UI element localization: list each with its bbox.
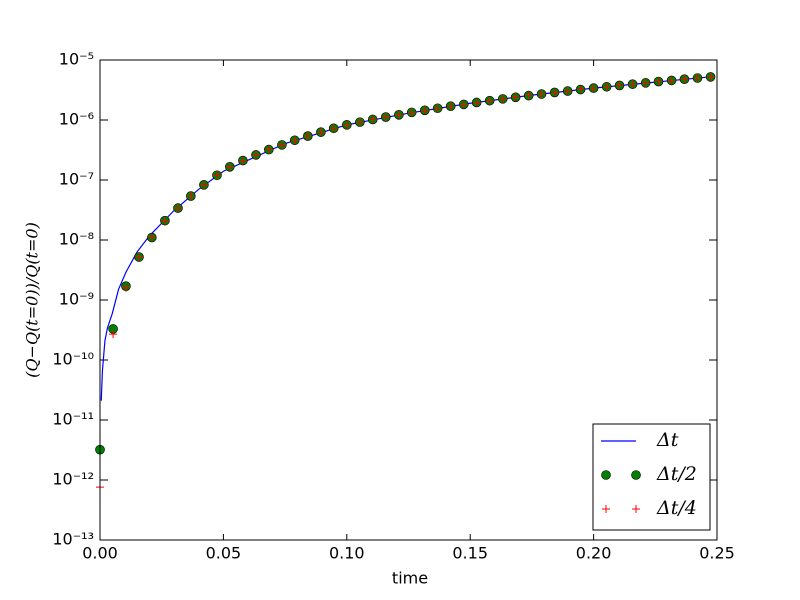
- plus-marker: [524, 91, 533, 100]
- plus-marker: [238, 156, 247, 165]
- plus-marker: [602, 82, 611, 91]
- x-tick-label: 0.10: [329, 544, 365, 563]
- plus-marker: [251, 150, 260, 159]
- y-tick-label: 10⁻¹⁰: [52, 350, 94, 369]
- plus-marker: [706, 72, 715, 81]
- x-tick-label: 0.15: [452, 544, 488, 563]
- plus-marker: [264, 145, 273, 154]
- plus-marker: [632, 505, 640, 513]
- y-tick-label: 10⁻⁵: [59, 50, 94, 69]
- plus-marker: [589, 84, 598, 93]
- plus-marker: [316, 128, 325, 137]
- plus-marker: [420, 106, 429, 115]
- plot-frame: [99, 59, 718, 541]
- plus-marker: [563, 87, 572, 96]
- plus-marker: [121, 283, 130, 292]
- y-tick-label: 10⁻⁹: [59, 290, 94, 309]
- plus-marker: [173, 204, 182, 213]
- plus-marker: [381, 113, 390, 122]
- plus-marker: [667, 76, 676, 85]
- plus-marker: [654, 77, 663, 86]
- plus-marker: [459, 100, 468, 109]
- legend-box: [592, 423, 711, 531]
- plus-marker: [290, 136, 299, 145]
- plus-marker: [225, 162, 234, 171]
- plus-marker: [368, 115, 377, 124]
- plus-marker: [109, 330, 118, 339]
- x-tick-label: 0.00: [82, 544, 118, 563]
- legend: Δt Δt/2 Δt/4: [592, 423, 711, 531]
- x-tick-label: 0.05: [206, 544, 242, 563]
- plus-marker: [576, 85, 585, 94]
- legend-label: Δt/4: [656, 497, 697, 519]
- y-tick-label: 10⁻¹²: [52, 470, 94, 489]
- plus-marker: [394, 110, 403, 119]
- plus-marker: [550, 88, 559, 97]
- plus-marker: [433, 104, 442, 113]
- plus-marker: [342, 120, 351, 129]
- plus-marker: [446, 102, 455, 111]
- plus-marker: [537, 90, 546, 99]
- plus-marker: [602, 505, 610, 513]
- plus-marker: [134, 253, 143, 262]
- plus-marker: [355, 118, 364, 127]
- x-tick-label: 0.20: [576, 544, 612, 563]
- y-tick-label: 10⁻⁷: [59, 170, 94, 189]
- legend-label: Δt/2: [656, 463, 697, 485]
- y-tick-label: 10⁻¹¹: [52, 410, 94, 429]
- plus-marker: [511, 93, 520, 102]
- plus-marker: [485, 96, 494, 105]
- plus-marker: [693, 74, 702, 83]
- plus-marker: [407, 108, 416, 117]
- y-tick-label: 10⁻¹³: [52, 530, 94, 549]
- plus-marker: [147, 233, 156, 242]
- plus-marker: [160, 216, 169, 225]
- series: [96, 72, 715, 492]
- plus-marker: [680, 75, 689, 84]
- plus-marker: [615, 81, 624, 90]
- plus-marker: [472, 98, 481, 107]
- plus-marker: [212, 171, 221, 180]
- plus-marker: [303, 132, 312, 141]
- plus-marker: [329, 124, 338, 133]
- legend-label: Δt: [656, 429, 679, 451]
- x-tick-label: 0.25: [699, 544, 735, 563]
- y-axis-label: (Q−Q(t=0))/Q(t=0): [23, 222, 42, 378]
- plus-marker: [199, 180, 208, 189]
- plus-marker: [186, 192, 195, 201]
- plus-marker: [277, 140, 286, 149]
- legend-marker: [631, 470, 641, 480]
- plus-marker: [628, 80, 637, 89]
- plus-marker: [498, 94, 507, 103]
- plus-marker: [641, 78, 650, 87]
- legend-marker: [601, 470, 611, 480]
- x-axis-label: time: [392, 569, 428, 588]
- y-tick-label: 10⁻⁶: [59, 110, 94, 129]
- y-tick-label: 10⁻⁸: [59, 230, 94, 249]
